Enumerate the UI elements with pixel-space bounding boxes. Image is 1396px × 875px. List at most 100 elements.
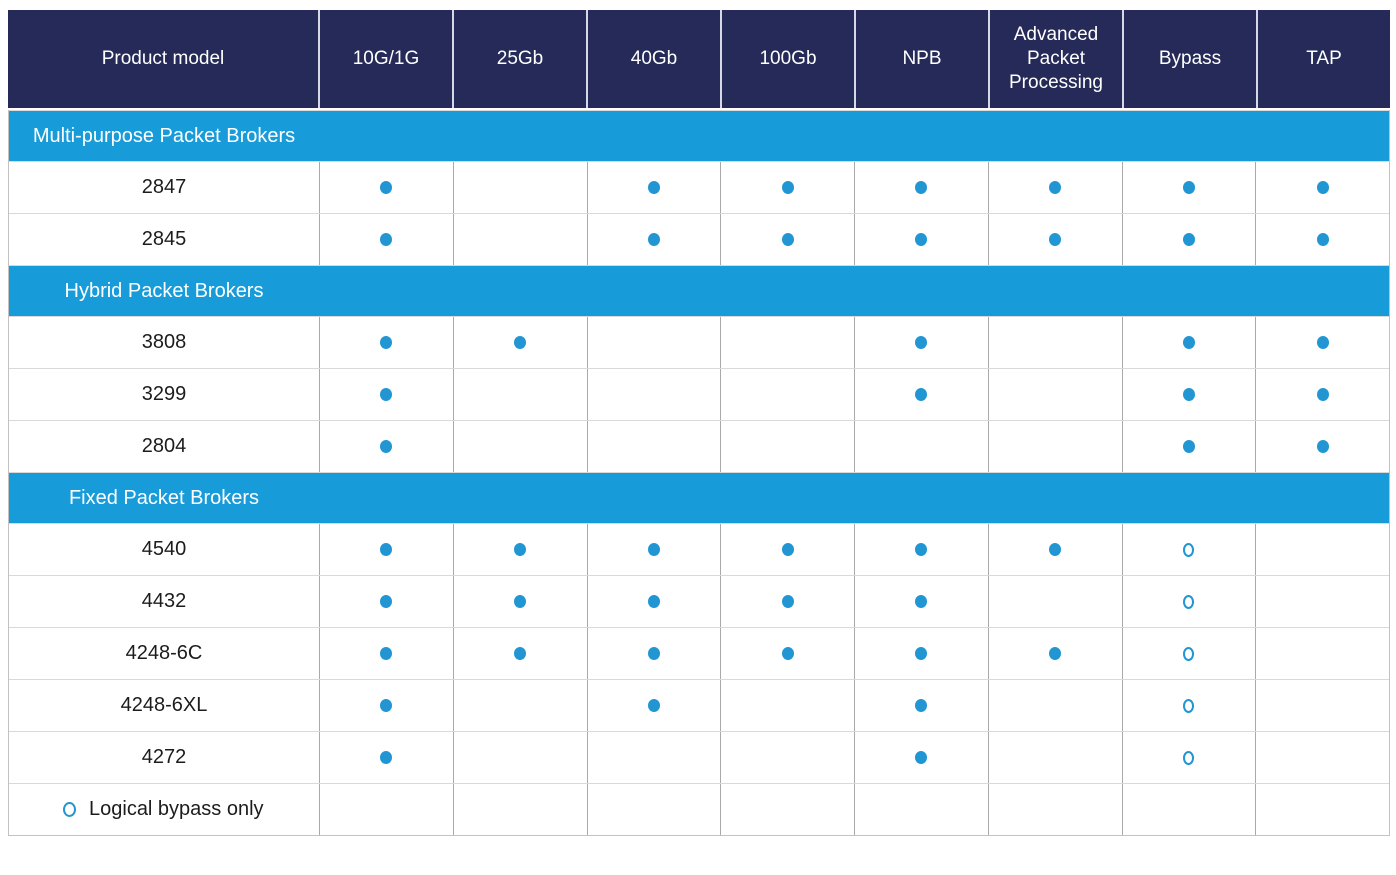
feature-cell [1121, 317, 1256, 368]
filled-dot-icon [647, 543, 660, 556]
feature-cell [586, 214, 721, 265]
filled-dot-icon [380, 181, 393, 194]
filled-dot-icon [915, 543, 928, 556]
feature-cell [987, 628, 1122, 679]
feature-cell [452, 628, 587, 679]
feature-cell [854, 317, 988, 368]
filled-dot-icon [915, 233, 928, 246]
feature-cell [1255, 369, 1389, 420]
feature-cell [1255, 680, 1389, 731]
feature-cell [720, 317, 854, 368]
feature-cell [1255, 576, 1389, 627]
feature-cell [319, 680, 453, 731]
open-circle-icon [63, 802, 76, 817]
feature-cell [1121, 680, 1256, 731]
feature-cell [720, 680, 854, 731]
feature-cell [452, 732, 587, 783]
empty-cell [319, 784, 453, 835]
filled-dot-icon [915, 751, 928, 764]
feature-cell [987, 524, 1122, 575]
feature-cell [586, 421, 721, 472]
feature-cell [319, 628, 453, 679]
product-model-cell: 4248-6C [125, 642, 203, 664]
open-circle-icon [1183, 646, 1195, 661]
table-header-row: Product model 10G/1G 25Gb 40Gb 100Gb NPB Advan… [8, 10, 1390, 108]
filled-dot-icon [380, 440, 393, 453]
filled-dot-icon [380, 595, 393, 608]
feature-cell [1121, 214, 1256, 265]
column-header: 25Gb [452, 10, 586, 108]
feature-cell [586, 317, 721, 368]
feature-cell [1121, 369, 1256, 420]
feature-cell [987, 680, 1122, 731]
feature-cell [319, 369, 453, 420]
filled-dot-icon [915, 647, 928, 660]
feature-cell [319, 524, 453, 575]
feature-cell [854, 680, 988, 731]
section-label: Hybrid Packet Brokers [64, 279, 264, 302]
filled-dot-icon [1182, 233, 1195, 246]
filled-dot-icon [1182, 336, 1195, 349]
product-model-cell: 4272 [141, 746, 187, 768]
feature-cell [987, 162, 1122, 213]
feature-cell [452, 524, 587, 575]
feature-cell [319, 732, 453, 783]
feature-cell [1255, 214, 1389, 265]
product-model-cell: 2804 [141, 435, 187, 457]
empty-cell [452, 784, 587, 835]
feature-cell [319, 162, 453, 213]
feature-cell [720, 162, 854, 213]
feature-cell [720, 214, 854, 265]
filled-dot-icon [380, 336, 393, 349]
feature-cell [854, 421, 988, 472]
table-row: 2845 [9, 213, 1389, 265]
filled-dot-icon [1316, 440, 1329, 453]
feature-cell [1255, 628, 1389, 679]
product-model-header: Product model [101, 47, 225, 69]
feature-cell [586, 680, 721, 731]
empty-cell [586, 784, 721, 835]
filled-dot-icon [380, 543, 393, 556]
feature-cell [586, 524, 721, 575]
section-label: Fixed Packet Brokers [68, 486, 260, 509]
table-row: 3299 [9, 368, 1389, 420]
feature-cell [1255, 524, 1389, 575]
column-header: TAP [1256, 10, 1390, 108]
feature-cell [1255, 317, 1389, 368]
empty-cell [1255, 784, 1389, 835]
feature-cell [854, 524, 988, 575]
table-row: 4540 [9, 523, 1389, 575]
empty-cell [720, 784, 854, 835]
table-row: 4248-6C [9, 627, 1389, 679]
table-row: 2847 [9, 161, 1389, 213]
table-row: 4432 [9, 575, 1389, 627]
filled-dot-icon [1182, 388, 1195, 401]
open-circle-icon [1183, 594, 1195, 609]
feature-cell [452, 576, 587, 627]
feature-cell [586, 369, 721, 420]
feature-cell [854, 214, 988, 265]
feature-cell [1255, 162, 1389, 213]
feature-cell [720, 628, 854, 679]
table-body: Multi-purpose Packet Brokers 2847 2845 Hybr… [8, 110, 1390, 836]
section-header: Multi-purpose Packet Brokers [9, 110, 1389, 161]
filled-dot-icon [781, 181, 794, 194]
product-model-cell: 4248-6XL [120, 694, 208, 716]
legend: Logical bypass only [9, 784, 319, 835]
feature-cell [1255, 732, 1389, 783]
filled-dot-icon [915, 388, 928, 401]
filled-dot-icon [514, 647, 527, 660]
filled-dot-icon [1049, 181, 1062, 194]
feature-cell [854, 576, 988, 627]
feature-cell [720, 369, 854, 420]
filled-dot-icon [915, 595, 928, 608]
table-row: 3808 [9, 316, 1389, 368]
column-header: Bypass [1122, 10, 1256, 108]
filled-dot-icon [781, 647, 794, 660]
filled-dot-icon [380, 388, 393, 401]
empty-cell [854, 784, 988, 835]
filled-dot-icon [380, 647, 393, 660]
column-header: 100Gb [720, 10, 854, 108]
filled-dot-icon [781, 233, 794, 246]
section-label-wrap: Hybrid Packet Brokers [9, 280, 319, 303]
